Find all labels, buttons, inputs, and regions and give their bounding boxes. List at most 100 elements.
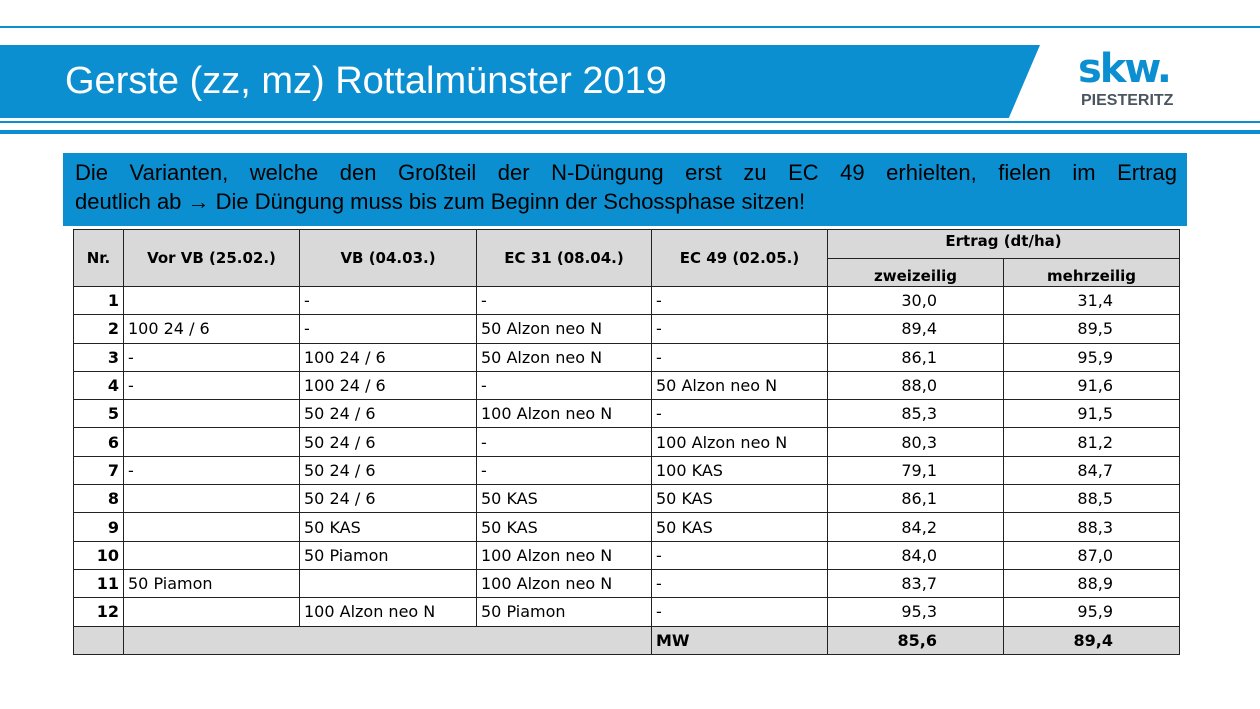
- cell-mehrzeilig: 91,6: [1002, 370, 1181, 401]
- header-ertrag: Ertrag (dt/ha): [826, 229, 1181, 259]
- cell-vor-vb: [123, 597, 300, 627]
- mean-empty-cell: [73, 625, 124, 655]
- results-table: Nr. Vor VB (25.02.) VB (04.03.) EC 31 (0…: [73, 229, 1181, 655]
- cell-nr: 10: [73, 540, 124, 570]
- cell-nr: 8: [73, 484, 124, 514]
- cell-vor-vb: [123, 512, 300, 542]
- table-row: 2 100 24 / 6-50 Alzon neo N -89,4 89,5: [73, 314, 1181, 344]
- info-box: Die Varianten, welche den Großteil der N…: [63, 153, 1187, 226]
- table-row: 10 50 Piamon 100 Alzon neo N -84,0 87,0: [73, 540, 1181, 570]
- cell-ec49: -: [651, 540, 828, 570]
- cell-mehrzeilig: 84,7: [1002, 455, 1181, 486]
- cell-vb: 50 KAS: [299, 512, 477, 542]
- cell-vor-vb: [123, 540, 300, 570]
- header-mehrzeilig: mehrzeilig: [1002, 258, 1181, 287]
- cell-nr: 7: [73, 455, 124, 486]
- cell-mehrzeilig: 81,2: [1002, 427, 1181, 457]
- cell-vb: 50 Piamon: [299, 540, 477, 570]
- cell-mehrzeilig: 88,5: [1002, 484, 1181, 514]
- table-row: 11 50 Piamon 100 Alzon neo N -83,7 88,9: [73, 568, 1181, 599]
- cell-vor-vb: [123, 427, 300, 457]
- table-row: 1- - -30,0 31,4: [73, 285, 1181, 316]
- cell-nr: 2: [73, 314, 124, 344]
- table-row: 4-100 24 / 6-50 Alzon neo N 88,0 91,6: [73, 370, 1181, 401]
- cell-vb: 50 24 / 6: [299, 455, 477, 486]
- cell-ec31: 100 Alzon neo N: [476, 399, 652, 429]
- cell-mehrzeilig: 31,4: [1002, 285, 1181, 316]
- cell-zweizeilig: 88,0: [827, 370, 1004, 401]
- cell-zweizeilig: 83,7: [827, 568, 1004, 599]
- mean-zweizeilig: 85,6: [827, 625, 1004, 655]
- table-row: 9 50 KAS 50 KAS 50 KAS 84,2 88,3: [73, 512, 1181, 542]
- cell-mehrzeilig: 88,3: [1002, 512, 1181, 542]
- cell-vb: 50 24 / 6: [299, 427, 477, 457]
- cell-zweizeilig: 86,1: [827, 342, 1004, 372]
- logo-wordmark: skw.: [1078, 46, 1172, 92]
- cell-zweizeilig: 84,0: [827, 540, 1004, 570]
- cell-vor-vb: -: [123, 370, 300, 401]
- cell-ec31: 100 Alzon neo N: [476, 568, 652, 599]
- cell-vb: 100 24 / 6: [299, 370, 477, 401]
- cell-vor-vb: [123, 484, 300, 514]
- cell-ec49: -: [651, 399, 828, 429]
- cell-nr: 11: [73, 568, 124, 599]
- title-band: Gerste (zz, mz) Rottalmünster 2019: [0, 45, 1040, 118]
- cell-mehrzeilig: 95,9: [1002, 342, 1181, 372]
- cell-ec49: 50 Alzon neo N: [651, 370, 828, 401]
- cell-vb: [299, 568, 477, 599]
- skw-logo: skw. PIESTERITZ: [1076, 46, 1196, 114]
- mean-label: MW: [651, 625, 828, 655]
- cell-ec49: 50 KAS: [651, 512, 828, 542]
- cell-vor-vb: -: [123, 455, 300, 486]
- cell-vor-vb: 100 24 / 6: [123, 314, 300, 344]
- cell-ec31: -: [476, 370, 652, 401]
- info-text-line-1: Die Varianten, welche den Großteil der N…: [75, 160, 1177, 185]
- table-body: 1- - -30,0 31,4 2 100 24 / 6-50 Alzon neo N-8…: [73, 285, 1181, 655]
- header-vb: VB (04.03.): [299, 229, 477, 287]
- cell-vor-vb: -: [123, 342, 300, 372]
- logo-subtitle: PIESTERITZ: [1081, 92, 1174, 109]
- cell-vb: 100 24 / 6: [299, 342, 477, 372]
- cell-zweizeilig: 89,4: [827, 314, 1004, 344]
- table-row: 7-50 24 / 6-100 KAS 79,1 84,7: [73, 455, 1181, 486]
- cell-zweizeilig: 30,0: [827, 285, 1004, 316]
- cell-ec49: 100 Alzon neo N: [651, 427, 828, 457]
- cell-mehrzeilig: 87,0: [1002, 540, 1181, 570]
- cell-nr: 5: [73, 399, 124, 429]
- cell-mehrzeilig: 89,5: [1002, 314, 1181, 344]
- cell-ec31: -: [476, 455, 652, 486]
- cell-vb: 100 Alzon neo N: [299, 597, 477, 627]
- cell-nr: 6: [73, 427, 124, 457]
- cell-vor-vb: 50 Piamon: [123, 568, 300, 599]
- mean-row: MW 85,6 89,4: [73, 625, 1181, 655]
- cell-ec49: -: [651, 568, 828, 599]
- header-ec31: EC 31 (08.04.): [476, 229, 652, 287]
- cell-ec49: -: [651, 285, 828, 316]
- cell-ec31: 50 KAS: [476, 512, 652, 542]
- cell-vb: 50 24 / 6: [299, 399, 477, 429]
- cell-ec49: -: [651, 342, 828, 372]
- cell-ec31: 50 Alzon neo N: [476, 314, 652, 344]
- cell-vb: 50 24 / 6: [299, 484, 477, 514]
- info-text-line-2: deutlich ab → Die Düngung muss bis zum B…: [75, 189, 806, 214]
- top-rule: [0, 26, 1260, 28]
- table-row: 6 50 24 / 6-100 Alzon neo N 80,3 81,2: [73, 427, 1181, 457]
- cell-vb: -: [299, 314, 477, 344]
- mean-mehrzeilig: 89,4: [1002, 625, 1181, 655]
- cell-zweizeilig: 95,3: [827, 597, 1004, 627]
- table-row: 5 50 24 / 6 100 Alzon neo N -85,3 91,5: [73, 399, 1181, 429]
- table-row: 3-100 24 / 6 50 Alzon neo N -86,1 95,9: [73, 342, 1181, 372]
- cell-ec31: 50 KAS: [476, 484, 652, 514]
- cell-zweizeilig: 80,3: [827, 427, 1004, 457]
- cell-nr: 12: [73, 597, 124, 627]
- header-zweizeilig: zweizeilig: [827, 258, 1004, 287]
- cell-ec49: 100 KAS: [651, 455, 828, 486]
- cell-ec31: -: [476, 285, 652, 316]
- cell-zweizeilig: 85,3: [827, 399, 1004, 429]
- cell-mehrzeilig: 95,9: [1002, 597, 1181, 627]
- cell-mehrzeilig: 91,5: [1002, 399, 1181, 429]
- cell-vb: -: [299, 285, 477, 316]
- cell-nr: 1: [73, 285, 124, 316]
- mean-empty-cell: [123, 625, 652, 655]
- table-row: 8 50 24 / 6 50 KAS 50 KAS 86,1 88,5: [73, 484, 1181, 514]
